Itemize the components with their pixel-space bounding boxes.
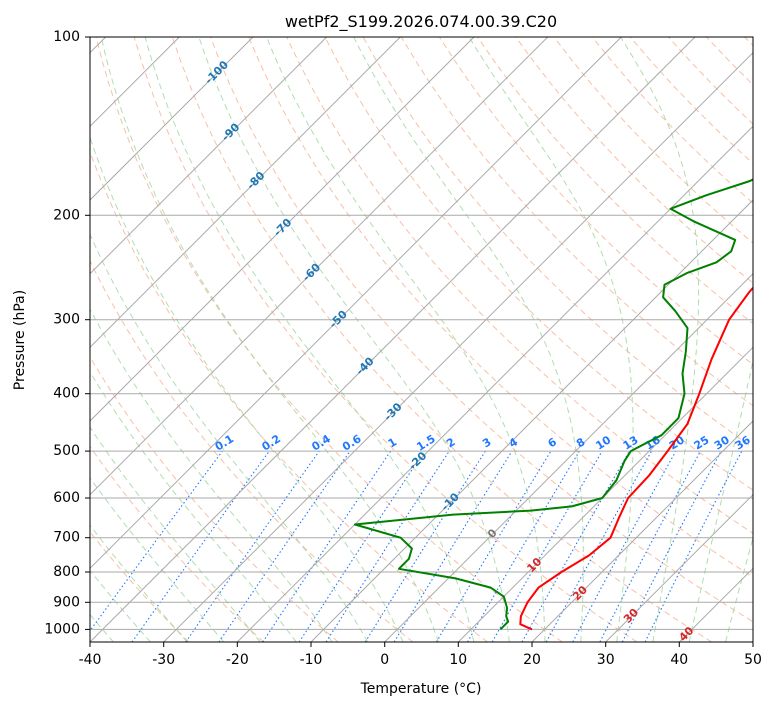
- mixing-ratio-line: [644, 450, 743, 642]
- isotherm-grid-line: [90, 37, 401, 349]
- moist-adiabat-line: [90, 524, 188, 642]
- y-tick-label: 200: [53, 207, 80, 223]
- temperature-profile-line: [519, 286, 753, 631]
- dry-adiabat-line: [171, 37, 712, 642]
- mixing-ratio-line: [545, 450, 653, 642]
- moist-adiabat-line: [620, 37, 700, 642]
- x-tick-label: 40: [670, 652, 688, 668]
- dry-adiabat-line: [133, 37, 638, 642]
- x-tick-label: -40: [79, 652, 102, 668]
- y-axis-ticks: 100 200 300 400 500 600 700 800 900 1000: [44, 29, 90, 637]
- dewpoint-profile-line: [353, 178, 753, 631]
- plot-frame: [89, 36, 754, 643]
- sounding-series: [353, 178, 753, 631]
- dry-adiabat-line: [286, 37, 753, 534]
- x-tick-label: -30: [152, 652, 175, 668]
- dry-adiabat-line: [515, 37, 753, 284]
- moist-adiabat-line: [725, 536, 753, 642]
- dry-adiabat-line: [324, 37, 753, 491]
- x-tick-label: 30: [597, 652, 615, 668]
- moist-adiabat-line: [198, 37, 510, 642]
- moist-adiabat-line: [266, 37, 546, 642]
- isotherm-grid-line: [605, 493, 753, 642]
- mixing-ratio-line: [218, 450, 351, 642]
- x-tick-label: -10: [300, 652, 323, 668]
- y-tick-label: 400: [53, 386, 80, 402]
- y-tick-label: 700: [53, 530, 80, 546]
- chart-title: wetPf2_S199.2026.074.00.39.C20: [285, 12, 557, 32]
- moist-adiabat-line: [90, 426, 261, 642]
- x-axis-title: Temperature (°C): [360, 681, 482, 697]
- moist-adiabat-line: [90, 233, 369, 642]
- isotherm-grid-line: [457, 346, 753, 642]
- y-tick-label: 800: [53, 564, 80, 580]
- mixing-ratio-line: [325, 450, 450, 642]
- isotherm-grid-line: [163, 51, 753, 642]
- mixing-ratio-line: [298, 450, 425, 642]
- moist-adiabat-line: [90, 569, 151, 642]
- x-axis-ticks: -40 -30 -20 -10 0 10 20 30 40 50: [79, 642, 762, 668]
- x-tick-label: 0: [380, 652, 389, 668]
- isotherm-grid-line: [531, 420, 753, 642]
- grid-lines: [90, 37, 753, 642]
- y-tick-label: 300: [53, 312, 80, 328]
- isotherm-grid-line: [310, 199, 753, 642]
- dry-adiabat-line: [248, 37, 753, 578]
- isotherm-grid-line: [90, 37, 475, 422]
- moist-adiabat-line: [90, 476, 225, 642]
- mixing-ratio-line: [90, 450, 223, 632]
- moist-adiabat-line: [90, 370, 297, 642]
- x-tick-label: -20: [226, 652, 249, 668]
- moist-adiabat-line: [144, 37, 475, 642]
- dry-adiabat-line: [90, 445, 264, 642]
- moist-adiabat-line: [90, 135, 404, 642]
- mixing-ratio-line: [131, 450, 270, 642]
- isotherm-grid-line: [90, 37, 549, 496]
- mixing-ratio-line: [572, 450, 677, 642]
- x-tick-label: 20: [523, 652, 541, 668]
- y-tick-label: 1000: [44, 621, 80, 637]
- isotherm-grid-line: [236, 125, 753, 642]
- dry-adiabat-line: [90, 356, 339, 642]
- x-tick-label: 50: [744, 652, 762, 668]
- moist-adiabat-line: [353, 37, 584, 642]
- isotherm-grid-line: [90, 37, 696, 642]
- mixing-ratio-line: [393, 450, 513, 642]
- y-tick-label: 600: [53, 490, 80, 506]
- y-tick-label: 500: [53, 443, 80, 459]
- moist-adiabat-line: [90, 308, 333, 642]
- mixing-ratio-line: [262, 450, 392, 642]
- y-tick-label: 900: [53, 594, 80, 610]
- moist-adiabat-line: [100, 37, 439, 642]
- y-tick-label: 100: [53, 29, 80, 45]
- dry-adiabat-line: [90, 259, 414, 642]
- isotherm-grid-line: [90, 37, 254, 201]
- x-tick-label: 10: [449, 652, 467, 668]
- moist-adiabat-line: [688, 358, 753, 642]
- y-axis-title: Pressure (hPa): [12, 290, 28, 390]
- isotherm-grid-line: [90, 37, 328, 275]
- dry-adiabat-line: [210, 37, 753, 623]
- mixing-ratio-line: [185, 450, 320, 642]
- isotherm-grid-line: [90, 37, 622, 570]
